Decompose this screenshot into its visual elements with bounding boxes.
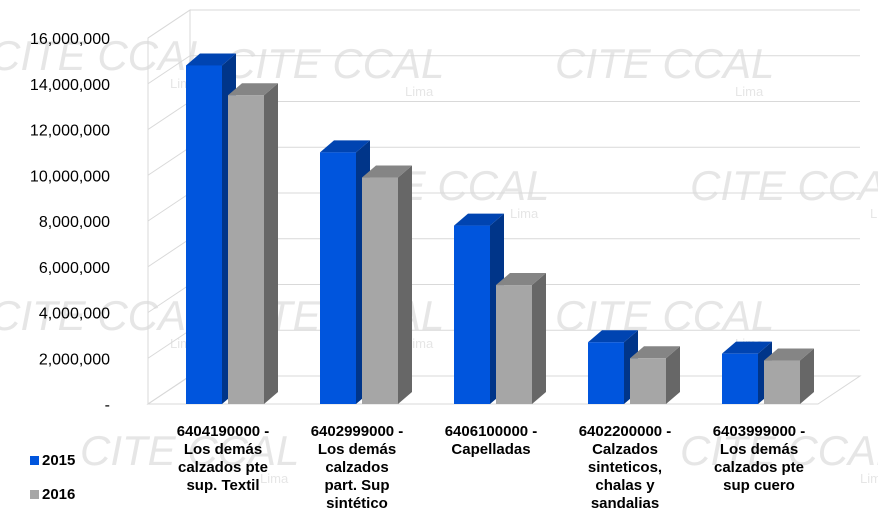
watermark-text: CITE CCAL (690, 162, 878, 209)
watermark-text: CITE CCAL (225, 40, 444, 87)
legend-swatch (30, 490, 39, 499)
bar-top (496, 273, 546, 286)
bar (588, 330, 638, 404)
bar-front (588, 342, 624, 404)
y-tick-label: 2,000,000 (39, 351, 110, 368)
legend-swatch (30, 456, 39, 465)
bar-side (398, 165, 412, 404)
bar-top (228, 83, 278, 96)
watermark-subtext: Lima (405, 84, 434, 99)
x-category-label: 6404190000 -Los demás calzados pte sup. Te… (177, 423, 270, 494)
bar-side (800, 348, 814, 404)
y-tick-label: 14,000,000 (30, 77, 110, 94)
bar-top (588, 330, 638, 343)
y-tick-label: 10,000,000 (30, 168, 110, 185)
bar-top (320, 140, 370, 153)
bar-front (764, 360, 800, 404)
y-tick-label: 16,000,000 (30, 31, 110, 48)
bar (630, 346, 680, 404)
bar-top (186, 53, 236, 66)
legend-label: 2016 (42, 486, 75, 503)
y-tick-label: 8,000,000 (39, 214, 110, 231)
bar-top (454, 213, 504, 226)
gridline (147, 55, 860, 85)
bar-top (630, 346, 680, 359)
bar-front (362, 177, 398, 404)
watermark-subtext: Lima (260, 471, 289, 486)
watermark-text: CITE CCAL (0, 32, 209, 79)
y-tick-label: 6,000,000 (39, 260, 110, 277)
watermark-text: CITE CCAL (80, 427, 299, 474)
bar-top (764, 348, 814, 361)
bar-front (228, 95, 264, 404)
bar-side (264, 83, 278, 404)
y-tick-label: 12,000,000 (30, 123, 110, 140)
bar (764, 348, 814, 404)
bar-top (362, 165, 412, 178)
bars (186, 53, 814, 404)
bar (362, 165, 412, 404)
legend: 2015 2016 (30, 452, 75, 503)
y-tick-label: 4,000,000 (39, 306, 110, 323)
bar-front (496, 285, 532, 404)
x-category-label: 6406100000 -Capelladas (445, 423, 538, 458)
watermark-subtext: Lima (735, 84, 764, 99)
bar-side (666, 346, 680, 404)
y-tick-label: - (105, 397, 110, 414)
bar-front (320, 152, 356, 404)
watermark-subtext: Lima (510, 206, 539, 221)
legend-label: 2015 (42, 452, 75, 469)
watermark-text: CITE CCAL (0, 292, 209, 339)
bar-front (722, 353, 758, 404)
watermark-text: CITE CCAL (555, 40, 774, 87)
bar-side (532, 273, 546, 404)
watermark-subtext: Lima (870, 206, 878, 221)
x-category-label: 6403999000 -Los demás calzados pte sup cue… (713, 423, 806, 494)
watermark-text: CITE CCAL (680, 427, 878, 474)
bar (228, 83, 278, 404)
bar-front (454, 225, 490, 404)
y-axis: - 2,000,000 4,000,000 6,000,000 8,000,000 10,… (30, 31, 110, 414)
watermark-text: CITE CCAL (555, 292, 774, 339)
bar-front (630, 358, 666, 404)
bar (496, 273, 546, 404)
gridline (147, 9, 860, 39)
x-axis: 6404190000 -Los demás calzados pte sup. Te… (177, 423, 806, 512)
bar-top (722, 341, 772, 354)
watermark-subtext: Lima (405, 336, 434, 351)
bar-front (186, 65, 222, 404)
watermark-subtext: Lima (860, 471, 878, 486)
x-category-label: 6402999000 -Los demás calzados part. Sup si… (311, 423, 404, 512)
